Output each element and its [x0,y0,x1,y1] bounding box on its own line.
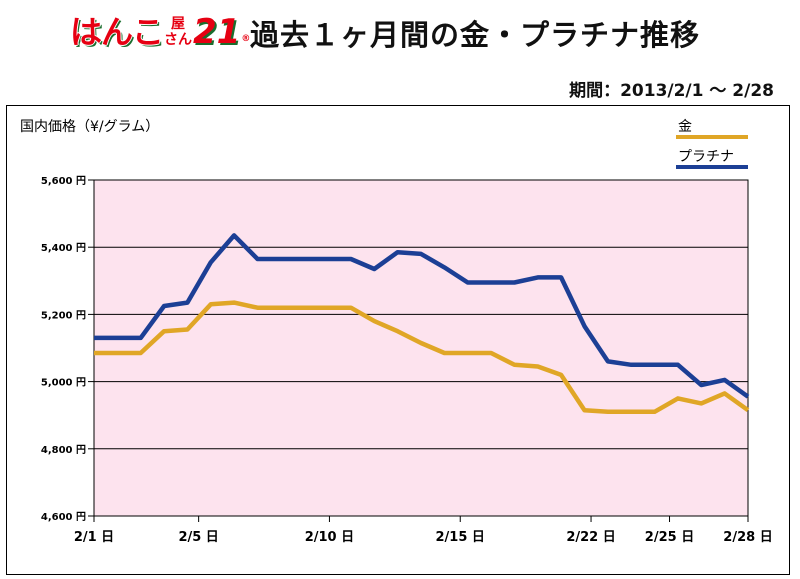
y-axis-title: 国内価格（¥/グラム） [20,119,159,135]
plot-border [93,179,749,517]
y-tick-label: 5,000 円 [41,377,86,389]
y-tick-label: 4,800 円 [41,444,86,456]
page-title: 過去１ヶ月間の金・プラチナ推移 [250,18,701,52]
legend-label: 金 [678,119,692,135]
logo-small-bottom: さん [164,32,193,48]
x-tick-label: 2/22 日 [566,530,615,545]
y-tick-label: 4,600 円 [41,511,86,523]
header: はんこ 屋 さん 21 ® 過去１ヶ月間の金・プラチナ推移 [0,0,800,64]
logo-registered-mark: ® [241,34,251,44]
logo-main-text: はんこ [70,13,164,51]
x-tick-label: 2/1 日 [74,530,114,545]
logo-small-text: 屋 さん [164,16,192,48]
hankoya-logo[interactable]: はんこ 屋 さん 21 ® [70,8,250,52]
x-tick-label: 2/25 日 [645,530,694,545]
period-label: 期間：2013/2/1 〜 2/28 [569,81,774,101]
x-tick-label: 2/28 日 [723,530,772,545]
legend-label: プラチナ [678,149,734,165]
plot-area [94,180,748,516]
chart-frame [6,105,790,575]
x-tick-label: 2/5 日 [178,530,218,545]
y-tick-label: 5,400 円 [41,242,86,254]
logo-number: 21 [193,12,241,52]
series-line-0 [94,300,750,415]
y-tick-label: 5,200 円 [41,309,86,321]
y-tick-label: 5,600 円 [41,175,86,187]
series-line-1 [94,233,750,399]
x-tick-label: 2/15 日 [436,530,485,545]
x-tick-label: 2/10 日 [305,530,354,545]
logo-small-top: 屋 [171,16,186,32]
